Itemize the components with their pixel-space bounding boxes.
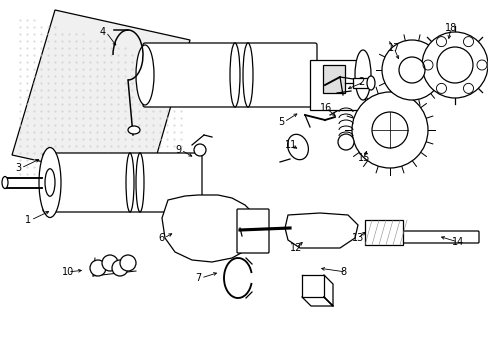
Ellipse shape xyxy=(229,43,240,107)
Ellipse shape xyxy=(243,43,252,107)
Polygon shape xyxy=(12,10,190,185)
Ellipse shape xyxy=(128,126,140,134)
Ellipse shape xyxy=(2,176,8,189)
Circle shape xyxy=(371,112,407,148)
Polygon shape xyxy=(162,195,258,262)
Circle shape xyxy=(102,255,118,271)
Text: 14: 14 xyxy=(451,237,463,247)
Text: 9: 9 xyxy=(175,145,181,155)
Circle shape xyxy=(421,32,487,98)
Ellipse shape xyxy=(39,148,61,217)
Text: 1: 1 xyxy=(25,215,31,225)
Text: 6: 6 xyxy=(158,233,164,243)
Circle shape xyxy=(381,40,441,100)
Text: 12: 12 xyxy=(289,243,302,253)
Circle shape xyxy=(120,255,136,271)
Circle shape xyxy=(337,134,353,150)
FancyBboxPatch shape xyxy=(388,231,478,243)
Polygon shape xyxy=(285,213,357,248)
Bar xyxy=(309,60,364,110)
Circle shape xyxy=(351,92,427,168)
Ellipse shape xyxy=(136,153,143,212)
FancyBboxPatch shape xyxy=(43,153,202,212)
Ellipse shape xyxy=(45,169,55,196)
Ellipse shape xyxy=(366,76,374,90)
Text: 8: 8 xyxy=(339,267,346,277)
Bar xyxy=(364,220,402,245)
Circle shape xyxy=(112,260,128,276)
Ellipse shape xyxy=(354,50,370,100)
Text: 2: 2 xyxy=(357,77,364,87)
Text: 11: 11 xyxy=(285,140,297,150)
Text: 18: 18 xyxy=(444,23,456,33)
Ellipse shape xyxy=(136,45,154,105)
Text: 7: 7 xyxy=(195,273,201,283)
Text: 17: 17 xyxy=(387,43,400,53)
Circle shape xyxy=(398,57,424,83)
Text: 5: 5 xyxy=(278,117,284,127)
Circle shape xyxy=(194,144,205,156)
Bar xyxy=(352,78,370,88)
FancyBboxPatch shape xyxy=(142,43,316,107)
Ellipse shape xyxy=(126,153,134,212)
Text: 4: 4 xyxy=(100,27,106,37)
Text: 15: 15 xyxy=(357,153,369,163)
Circle shape xyxy=(90,260,106,276)
Text: 13: 13 xyxy=(351,233,364,243)
Circle shape xyxy=(436,47,472,83)
Bar xyxy=(323,65,345,93)
Text: 16: 16 xyxy=(319,103,331,113)
Text: 10: 10 xyxy=(62,267,74,277)
Text: 3: 3 xyxy=(15,163,21,173)
FancyBboxPatch shape xyxy=(237,209,268,253)
